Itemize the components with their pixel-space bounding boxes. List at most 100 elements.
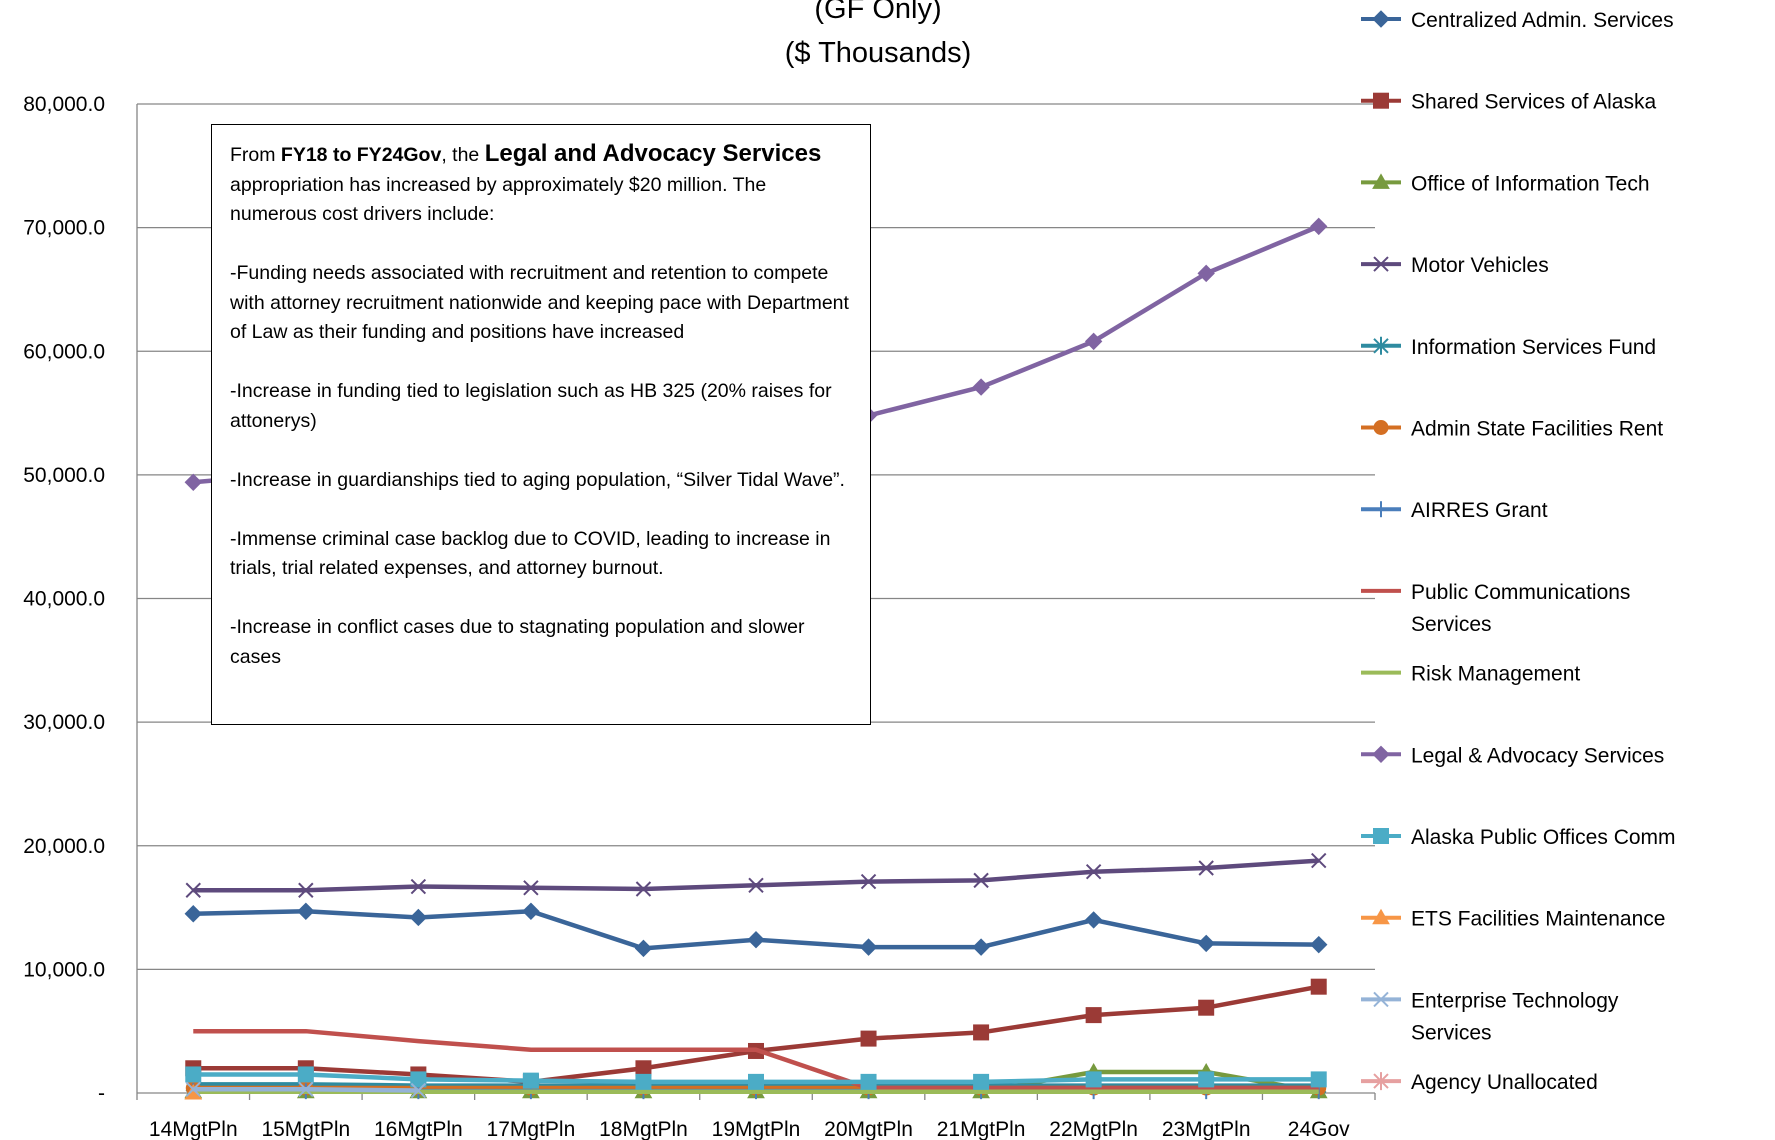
data-point-alaska-public-offices-comm xyxy=(1198,1071,1215,1088)
legend-item: Centralized Admin. Services xyxy=(1361,9,1674,32)
data-point-centralized-admin-services xyxy=(1197,934,1215,953)
legend-label: AIRRES Grant xyxy=(1411,499,1548,522)
annotation-driver: -Funding needs associated with recruitme… xyxy=(230,262,849,343)
legend-marker xyxy=(1373,256,1389,272)
legend-item: Alaska Public Offices Comm xyxy=(1361,826,1676,849)
series xyxy=(185,852,1327,898)
legend-label: Centralized Admin. Services xyxy=(1411,9,1674,32)
data-point-motor-vehicles xyxy=(1198,860,1214,876)
plot-area xyxy=(184,217,1328,1100)
legend: Centralized Admin. Services Shared Servic… xyxy=(1361,9,1676,1094)
legend-label: Information Services Fund xyxy=(1411,336,1656,359)
y-tick-label: - xyxy=(98,1082,105,1105)
legend-marker xyxy=(1372,745,1390,764)
data-point-alaska-public-offices-comm xyxy=(748,1073,764,1090)
data-point-motor-vehicles xyxy=(1085,864,1102,880)
y-tick-label: 30,000.0 xyxy=(23,711,105,734)
annotation-box: From FY18 to FY24Gov, the Legal and Advo… xyxy=(211,124,871,725)
legend-label: Risk Management xyxy=(1411,663,1580,686)
legend-label: Services xyxy=(1411,613,1492,636)
data-point-enterprise-technology-services xyxy=(185,1081,201,1097)
legend-label: Agency Unallocated xyxy=(1411,1071,1598,1094)
legend-item: Information Services Fund xyxy=(1361,336,1656,359)
x-tick-label: 15MgtPln xyxy=(261,1118,350,1140)
annotation-intro: From FY18 to FY24Gov, the Legal and Advo… xyxy=(230,139,852,230)
data-point-centralized-admin-services xyxy=(409,908,428,927)
series xyxy=(193,1028,1319,1091)
data-point-motor-vehicles xyxy=(973,872,989,889)
legend-item: Shared Services of Alaska xyxy=(1361,91,1656,114)
data-point-alaska-public-offices-comm xyxy=(860,1073,877,1090)
x-tick-label: 24Gov xyxy=(1288,1118,1350,1140)
data-point-motor-vehicles xyxy=(748,877,764,894)
data-point-centralized-admin-services xyxy=(1084,911,1103,929)
x-tick-label: 18MgtPln xyxy=(599,1118,688,1140)
data-point-shared-services-of-alaska xyxy=(1310,978,1327,995)
legend-marker xyxy=(1372,173,1390,189)
data-point-alaska-public-offices-comm xyxy=(410,1071,427,1088)
legend-item: Admin State Facilities Rent xyxy=(1361,418,1663,441)
y-tick-label: 20,000.0 xyxy=(23,835,105,858)
data-point-alaska-public-offices-comm xyxy=(185,1066,202,1083)
annotation-program-name: Legal and Advocacy Services xyxy=(484,140,822,167)
data-point-alaska-public-offices-comm xyxy=(1085,1071,1102,1088)
legend-label: Shared Services of Alaska xyxy=(1411,91,1656,114)
data-point-alaska-public-offices-comm xyxy=(522,1072,539,1089)
legend-label: Office of Information Tech xyxy=(1411,172,1650,195)
y-tick-label: 50,000.0 xyxy=(23,464,105,487)
y-tick-label: 10,000.0 xyxy=(23,958,105,981)
annotation-intro-mid: , the xyxy=(441,144,485,166)
data-point-legal-advocacy-services xyxy=(972,378,990,396)
x-tick-label: 23MgtPln xyxy=(1162,1118,1251,1140)
data-point-centralized-admin-services xyxy=(859,938,878,956)
y-tick-label: 40,000.0 xyxy=(23,588,105,611)
data-point-legal-advocacy-services xyxy=(1084,332,1103,351)
x-tick-label: 14MgtPln xyxy=(149,1118,238,1140)
data-point-alaska-public-offices-comm xyxy=(1310,1071,1327,1088)
data-point-alaska-public-offices-comm xyxy=(973,1073,990,1090)
legend-marker xyxy=(1372,10,1390,28)
legend-item: Enterprise Technology Services xyxy=(1361,989,1619,1044)
data-point-motor-vehicles xyxy=(410,878,427,895)
data-point-alaska-public-offices-comm xyxy=(297,1066,314,1083)
data-point-centralized-admin-services xyxy=(634,939,653,958)
chart-title-line-1: (GF Only) xyxy=(814,0,941,25)
annotation-driver: -Increase in guardianships tied to aging… xyxy=(230,468,845,491)
data-point-centralized-admin-services xyxy=(184,905,202,923)
data-point-shared-services-of-alaska xyxy=(1198,999,1215,1016)
legend-marker xyxy=(1373,92,1389,109)
data-point-motor-vehicles xyxy=(860,873,877,890)
legend-marker xyxy=(1373,336,1389,355)
x-tick-label: 16MgtPln xyxy=(374,1118,463,1140)
legend-label: Alaska Public Offices Comm xyxy=(1411,826,1676,849)
x-tick-label: 22MgtPln xyxy=(1049,1118,1138,1140)
legend-marker xyxy=(1373,828,1389,844)
data-point-centralized-admin-services xyxy=(1310,935,1328,954)
data-point-motor-vehicles xyxy=(635,881,652,897)
data-point-enterprise-technology-services xyxy=(410,1082,427,1099)
data-point-legal-advocacy-services xyxy=(1310,217,1328,236)
data-point-motor-vehicles xyxy=(523,880,539,896)
annotation-driver: -Increase in conflict cases due to stagn… xyxy=(230,616,805,668)
chart-title: (GF Only) ($ Thousands) xyxy=(785,0,971,69)
legend-label: ETS Facilities Maintenance xyxy=(1411,908,1665,931)
data-point-centralized-admin-services xyxy=(522,902,540,920)
annotation-intro-rest: appropriation has increased by approxima… xyxy=(230,173,767,226)
annotation-intro-prefix: From xyxy=(230,144,281,166)
legend-label: Motor Vehicles xyxy=(1411,254,1549,277)
y-tick-label: 60,000.0 xyxy=(23,340,105,363)
legend-marker xyxy=(1373,991,1389,1008)
x-tick-label: 21MgtPln xyxy=(937,1118,1026,1140)
chart-title-line-2: ($ Thousands) xyxy=(785,37,971,69)
legend-item: ETS Facilities Maintenance xyxy=(1361,908,1665,931)
data-point-shared-services-of-alaska xyxy=(1085,1007,1102,1024)
data-point-shared-services-of-alaska xyxy=(635,1060,652,1077)
y-axis: - 10,000.0 20,000.0 30,000.0 40,000.0 50,000.… xyxy=(23,93,138,1105)
legend-item: Risk Management xyxy=(1361,663,1580,686)
legend-label: Enterprise Technology xyxy=(1411,989,1619,1012)
legend-item: Public Communications Services xyxy=(1361,581,1630,636)
y-tick-label: 80,000.0 xyxy=(23,93,105,116)
data-point-centralized-admin-services xyxy=(297,902,315,920)
x-tick-label: 20MgtPln xyxy=(824,1118,913,1140)
data-point-legal-advocacy-services xyxy=(184,473,202,491)
